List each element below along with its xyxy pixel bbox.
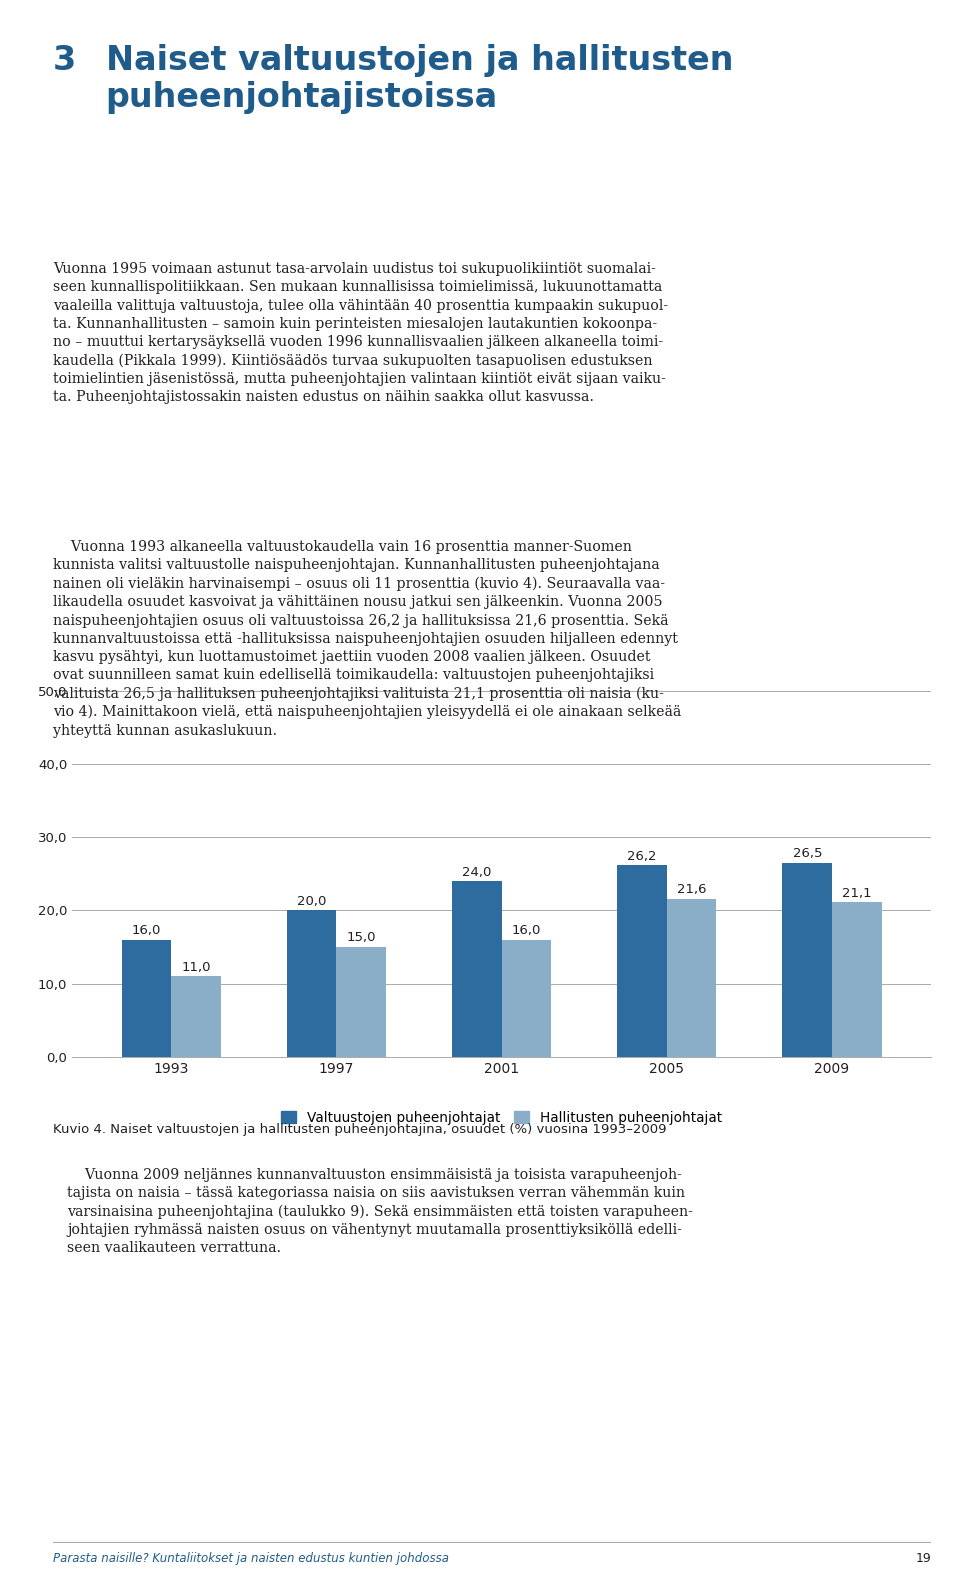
Text: Vuonna 1993 alkaneella valtuustokaudella vain 16 prosenttia manner-Suomen
kunnis: Vuonna 1993 alkaneella valtuustokaudella…: [53, 540, 681, 737]
Text: 20,0: 20,0: [297, 895, 326, 907]
Text: 24,0: 24,0: [462, 866, 492, 879]
Text: Parasta naisille? Kuntaliitokset ja naisten edustus kuntien johdossa: Parasta naisille? Kuntaliitokset ja nais…: [53, 1552, 449, 1565]
Text: 26,5: 26,5: [793, 847, 822, 860]
Text: 16,0: 16,0: [512, 925, 541, 938]
Text: 19: 19: [916, 1552, 931, 1565]
Text: Vuonna 2009 neljännes kunnanvaltuuston ensimmäisistä ja toisista varapuheenjoh-
: Vuonna 2009 neljännes kunnanvaltuuston e…: [67, 1168, 693, 1255]
Bar: [617, 864, 667, 1057]
Legend: Valtuustojen puheenjohtajat, Hallitusten puheenjohtajat: Valtuustojen puheenjohtajat, Hallitusten…: [276, 1106, 728, 1130]
Text: 21,6: 21,6: [677, 883, 707, 896]
Text: 21,1: 21,1: [842, 887, 872, 899]
Text: 11,0: 11,0: [181, 961, 210, 974]
Text: Naiset valtuustojen ja hallitusten
puheenjohtajistoissa: Naiset valtuustojen ja hallitusten puhee…: [106, 44, 733, 114]
Text: Vuonna 1995 voimaan astunut tasa-arvolain uudistus toi sukupuolikiintiöt suomala: Vuonna 1995 voimaan astunut tasa-arvolai…: [53, 262, 668, 404]
Bar: [122, 939, 171, 1057]
Bar: [501, 939, 551, 1057]
Bar: [171, 976, 221, 1057]
Bar: [287, 910, 336, 1057]
Bar: [782, 863, 832, 1057]
Bar: [667, 899, 716, 1057]
Bar: [832, 903, 881, 1057]
Text: 26,2: 26,2: [627, 850, 657, 863]
Text: 16,0: 16,0: [132, 925, 161, 938]
Text: 3: 3: [53, 44, 76, 78]
Bar: [452, 882, 501, 1057]
Text: Kuvio 4. Naiset valtuustojen ja hallitusten puheenjohtajina, osuudet (%) vuosina: Kuvio 4. Naiset valtuustojen ja hallitus…: [53, 1123, 666, 1136]
Bar: [336, 947, 386, 1057]
Text: 15,0: 15,0: [347, 931, 376, 944]
